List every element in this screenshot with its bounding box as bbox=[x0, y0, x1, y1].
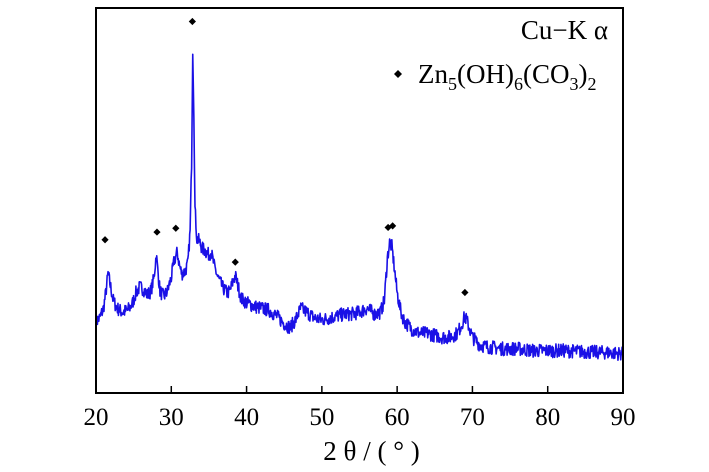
x-tick-label: 60 bbox=[385, 404, 410, 431]
peak-marker-diamond-icon bbox=[389, 222, 397, 230]
x-axis-title: 2 θ / ( ° ) bbox=[323, 436, 419, 466]
peak-marker-diamond-icon bbox=[461, 288, 469, 297]
x-tick-label: 20 bbox=[84, 404, 109, 431]
legend-formula-part: (OH) bbox=[457, 59, 514, 89]
x-tick-label: 50 bbox=[309, 404, 334, 431]
legend-formula-part: Zn bbox=[418, 59, 448, 89]
peak-marker-diamond-icon bbox=[231, 258, 239, 266]
legend-formula-part: 6 bbox=[514, 74, 523, 94]
legend-formula-part: 2 bbox=[587, 74, 596, 94]
x-tick-label: 80 bbox=[535, 404, 560, 431]
peak-marker-diamond-icon bbox=[153, 228, 161, 236]
x-tick-label: 40 bbox=[234, 404, 259, 431]
series-line-0 bbox=[95, 53, 624, 362]
x-tick-label: 70 bbox=[460, 404, 485, 431]
legend-formula-part: 5 bbox=[448, 74, 457, 94]
legend-formula-part: ) bbox=[578, 59, 587, 89]
legend-formula-part: 3 bbox=[569, 74, 578, 94]
x-axis: 20 30 40 50 60 70 80 90 bbox=[84, 386, 636, 431]
plot-frame bbox=[95, 7, 624, 394]
x-tick-label: 90 bbox=[611, 404, 636, 431]
peak-marker-diamond-icon bbox=[101, 236, 109, 244]
peak-marker-diamond-icon bbox=[172, 224, 180, 232]
legend-formula-label: Zn5(OH)6(CO3)2 bbox=[418, 59, 596, 94]
peak-marker-diamond-icon bbox=[188, 17, 196, 26]
x-tick-label: 30 bbox=[159, 404, 184, 431]
legend-diamond-icon bbox=[394, 70, 402, 78]
legend-radiation-label: Cu−K α bbox=[521, 15, 608, 45]
plot-area bbox=[95, 17, 624, 362]
legend: Cu−K α Zn5(OH)6(CO3)2 bbox=[394, 15, 608, 94]
legend-formula-part: (CO bbox=[523, 59, 570, 89]
